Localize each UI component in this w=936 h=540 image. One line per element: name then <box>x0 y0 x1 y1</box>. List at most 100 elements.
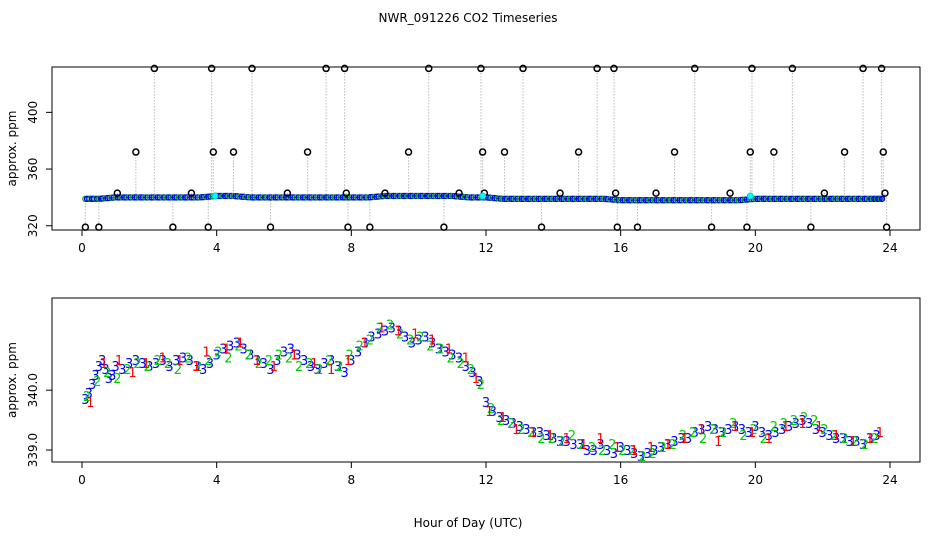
data-glyph: 2 <box>517 423 525 438</box>
data-point-blue <box>508 195 515 203</box>
data-point-blue <box>798 195 805 203</box>
data-point-blue <box>131 194 138 201</box>
data-glyph: 3 <box>179 351 187 366</box>
data-point-blue <box>613 196 620 204</box>
data-point-blue <box>146 194 153 201</box>
x-tick-label: 20 <box>748 473 763 487</box>
data-point-blue <box>583 195 591 203</box>
data-glyph: 2 <box>618 444 626 459</box>
data-glyph: 1 <box>223 342 231 357</box>
data-glyph: 3 <box>542 429 550 444</box>
data-glyph: 2 <box>669 438 677 453</box>
data-glyph: 1 <box>428 333 436 348</box>
data-point-blue <box>651 197 658 204</box>
data-glyph: 3 <box>664 438 672 453</box>
data-glyph: 2 <box>154 354 162 369</box>
data-glyph: 3 <box>186 354 194 369</box>
data-glyph: 3 <box>448 348 456 363</box>
data-point-blue <box>714 197 721 204</box>
data-glyph: 2 <box>184 351 192 366</box>
data-point-blue <box>270 194 277 201</box>
data-point-blue <box>846 195 854 203</box>
data-glyph: 2 <box>760 432 768 447</box>
data-glyph: 3 <box>165 360 173 375</box>
data-point-blue <box>487 194 494 201</box>
data-glyph: 3 <box>744 426 752 441</box>
data-point-blue <box>766 195 774 203</box>
data-glyph: 3 <box>138 357 146 372</box>
data-glyph: 3 <box>105 372 113 387</box>
data-point-black <box>340 64 349 73</box>
data-glyph: 2 <box>285 351 293 366</box>
data-point-blue <box>505 195 513 203</box>
data-glyph: 1 <box>310 357 318 372</box>
data-point-blue <box>863 195 871 203</box>
data-point-blue <box>447 192 454 200</box>
data-glyph: 2 <box>366 333 374 348</box>
data-point-black <box>248 64 256 73</box>
data-glyph: 1 <box>361 336 369 351</box>
data-glyph: 2 <box>467 363 475 378</box>
data-point-blue <box>689 197 696 204</box>
data-glyph: 2 <box>426 339 434 354</box>
data-point-blue <box>783 195 791 203</box>
data-point-blue <box>844 195 852 203</box>
data-point-blue <box>280 194 288 201</box>
x-axis-title: Hour of Day (UTC) <box>414 516 523 530</box>
data-point-blue <box>516 195 523 203</box>
data-glyph: 3 <box>435 342 443 357</box>
data-point-black <box>207 64 216 73</box>
data-glyph: 3 <box>199 363 207 378</box>
data-point-blue <box>293 194 300 201</box>
data-glyph: 1 <box>697 423 705 438</box>
x-tick-label: 12 <box>478 241 493 255</box>
data-point-blue <box>497 195 504 202</box>
data-point-blue <box>672 197 679 204</box>
data-glyph: 3 <box>266 363 274 378</box>
data-point-blue <box>524 195 532 203</box>
data-point-blue <box>320 194 328 201</box>
data-point-black <box>477 64 485 73</box>
data-glyph: 3 <box>145 360 153 375</box>
data-point-blue <box>335 194 342 201</box>
data-point-black <box>283 189 292 197</box>
data-glyph: 1 <box>327 363 335 378</box>
data-point-blue <box>358 194 366 201</box>
data-point-blue <box>95 195 103 203</box>
data-point-blue <box>137 194 145 201</box>
data-point-blue <box>156 194 164 201</box>
data-point-blue <box>247 194 254 201</box>
data-glyph: 2 <box>497 414 505 429</box>
data-glyph: 3 <box>108 369 116 384</box>
data-point-blue <box>617 197 624 204</box>
data-glyph: 3 <box>381 324 389 339</box>
data-glyph: 3 <box>340 366 348 381</box>
data-point-blue <box>611 196 618 203</box>
data-point-blue <box>261 194 269 201</box>
data-point-blue <box>97 195 105 202</box>
data-point-blue <box>781 195 788 203</box>
data-point-blue <box>566 195 574 203</box>
data-glyph: 3 <box>576 438 584 453</box>
data-glyph: 2 <box>335 360 343 375</box>
data-point-blue <box>834 195 841 203</box>
data-glyph: 2 <box>770 420 778 435</box>
data-point-blue <box>768 195 776 203</box>
data-glyph: 2 <box>133 357 141 372</box>
data-glyph: 2 <box>810 414 818 429</box>
data-glyph: 3 <box>462 360 470 375</box>
data-glyph: 3 <box>758 426 766 441</box>
data-point-blue <box>859 195 866 203</box>
data-glyph: 3 <box>778 423 786 438</box>
data-glyph: 3 <box>293 348 301 363</box>
data-point-blue <box>150 194 157 201</box>
data-glyph: 1 <box>680 432 688 447</box>
data-glyph: 1 <box>472 372 480 387</box>
data-point-blue <box>430 192 437 200</box>
data-point-blue <box>196 194 204 201</box>
data-glyph: 3 <box>569 438 577 453</box>
y-tick-label: 320 <box>26 214 40 237</box>
data-point-blue <box>855 195 862 203</box>
data-glyph: 1 <box>876 426 884 441</box>
